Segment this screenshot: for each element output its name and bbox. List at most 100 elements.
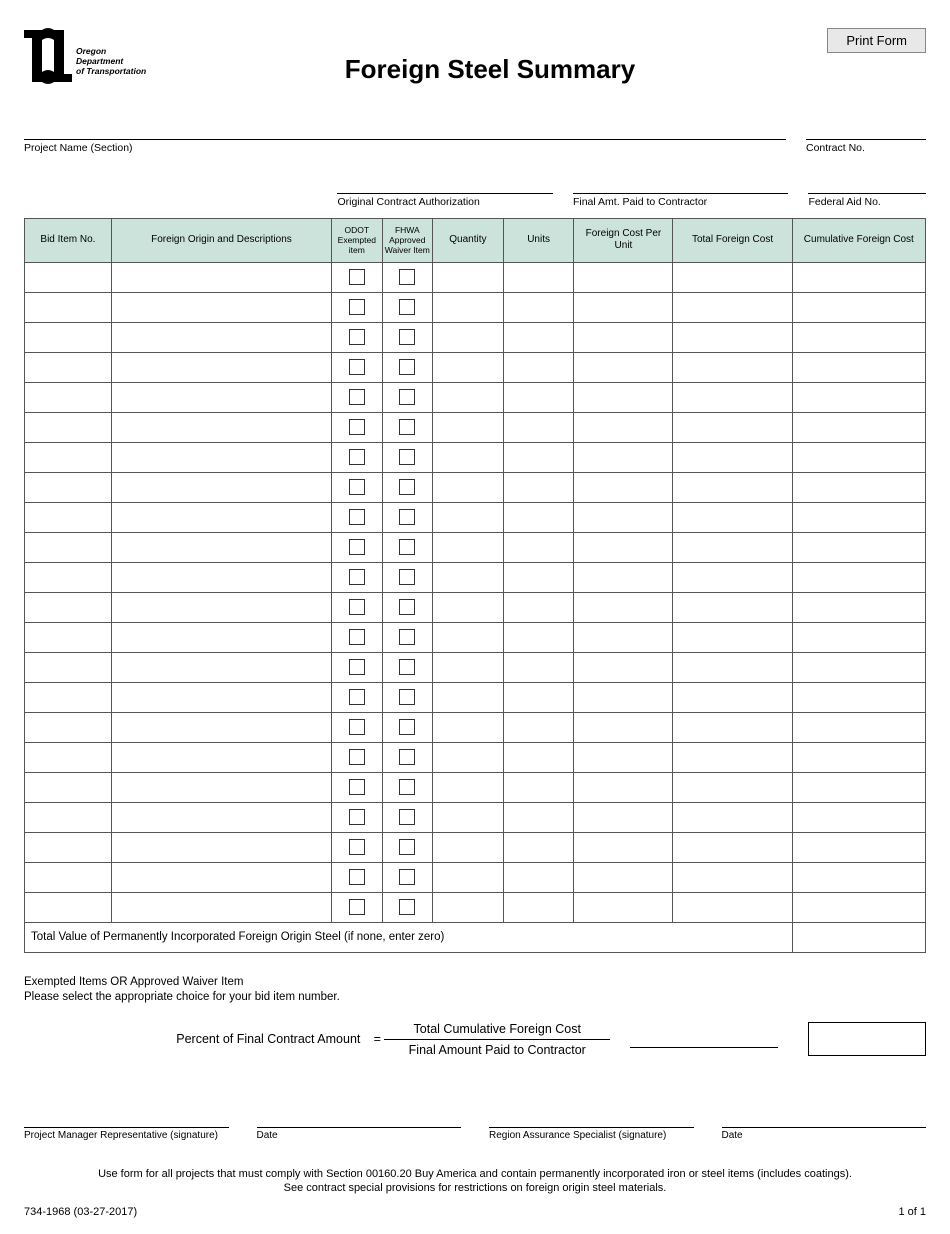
original-contract-auth-field[interactable]: Original Contract Authorization (337, 176, 553, 208)
cell-fhwa-checkbox[interactable] (382, 802, 433, 832)
cell-units[interactable] (503, 562, 574, 592)
cell-odot-checkbox[interactable] (332, 652, 383, 682)
cell-fhwa-checkbox[interactable] (382, 532, 433, 562)
cell-fhwa-checkbox[interactable] (382, 742, 433, 772)
cell-foreign-cost-per-unit[interactable] (574, 352, 673, 382)
cell-odot-checkbox[interactable] (332, 592, 383, 622)
cell-units[interactable] (503, 502, 574, 532)
cell-quantity[interactable] (433, 862, 504, 892)
cell-total-foreign-cost[interactable] (673, 892, 792, 922)
cell-total-foreign-cost[interactable] (673, 262, 792, 292)
ras-signature[interactable]: Region Assurance Specialist (signature) (489, 1127, 694, 1141)
cell-total-foreign-cost[interactable] (673, 292, 792, 322)
cell-foreign-cost-per-unit[interactable] (574, 892, 673, 922)
cell-fhwa-checkbox[interactable] (382, 262, 433, 292)
cell-bid-item[interactable] (25, 802, 112, 832)
cell-bid-item[interactable] (25, 742, 112, 772)
pm-signature[interactable]: Project Manager Representative (signatur… (24, 1127, 229, 1141)
cell-units[interactable] (503, 652, 574, 682)
cell-description[interactable] (111, 652, 331, 682)
cell-units[interactable] (503, 442, 574, 472)
cell-quantity[interactable] (433, 322, 504, 352)
cell-quantity[interactable] (433, 802, 504, 832)
checkbox-icon[interactable] (349, 779, 365, 795)
cell-bid-item[interactable] (25, 472, 112, 502)
checkbox-icon[interactable] (399, 419, 415, 435)
checkbox-icon[interactable] (399, 659, 415, 675)
cell-foreign-cost-per-unit[interactable] (574, 682, 673, 712)
checkbox-icon[interactable] (399, 509, 415, 525)
cell-quantity[interactable] (433, 442, 504, 472)
cell-total-foreign-cost[interactable] (673, 832, 792, 862)
cell-odot-checkbox[interactable] (332, 502, 383, 532)
cell-total-foreign-cost[interactable] (673, 352, 792, 382)
checkbox-icon[interactable] (399, 749, 415, 765)
checkbox-icon[interactable] (349, 719, 365, 735)
cell-description[interactable] (111, 322, 331, 352)
print-form-button[interactable]: Print Form (827, 28, 926, 53)
cell-units[interactable] (503, 352, 574, 382)
cell-odot-checkbox[interactable] (332, 292, 383, 322)
cell-total-foreign-cost[interactable] (673, 622, 792, 652)
checkbox-icon[interactable] (349, 839, 365, 855)
cell-cumulative-foreign-cost[interactable] (792, 262, 925, 292)
cell-units[interactable] (503, 742, 574, 772)
cell-bid-item[interactable] (25, 532, 112, 562)
checkbox-icon[interactable] (349, 809, 365, 825)
cell-description[interactable] (111, 802, 331, 832)
cell-units[interactable] (503, 892, 574, 922)
cell-foreign-cost-per-unit[interactable] (574, 382, 673, 412)
checkbox-icon[interactable] (349, 269, 365, 285)
cell-description[interactable] (111, 382, 331, 412)
cell-fhwa-checkbox[interactable] (382, 622, 433, 652)
cell-foreign-cost-per-unit[interactable] (574, 412, 673, 442)
cell-cumulative-foreign-cost[interactable] (792, 682, 925, 712)
cell-quantity[interactable] (433, 832, 504, 862)
cell-description[interactable] (111, 682, 331, 712)
checkbox-icon[interactable] (349, 569, 365, 585)
checkbox-icon[interactable] (349, 659, 365, 675)
cell-quantity[interactable] (433, 712, 504, 742)
cell-odot-checkbox[interactable] (332, 412, 383, 442)
cell-cumulative-foreign-cost[interactable] (792, 562, 925, 592)
cell-fhwa-checkbox[interactable] (382, 322, 433, 352)
cell-description[interactable] (111, 862, 331, 892)
checkbox-icon[interactable] (399, 299, 415, 315)
cell-foreign-cost-per-unit[interactable] (574, 292, 673, 322)
cell-bid-item[interactable] (25, 292, 112, 322)
checkbox-icon[interactable] (349, 299, 365, 315)
cell-foreign-cost-per-unit[interactable] (574, 262, 673, 292)
cell-quantity[interactable] (433, 502, 504, 532)
checkbox-icon[interactable] (349, 689, 365, 705)
cell-foreign-cost-per-unit[interactable] (574, 862, 673, 892)
cell-cumulative-foreign-cost[interactable] (792, 892, 925, 922)
cell-cumulative-foreign-cost[interactable] (792, 652, 925, 682)
cell-bid-item[interactable] (25, 442, 112, 472)
cell-description[interactable] (111, 712, 331, 742)
cell-total-foreign-cost[interactable] (673, 862, 792, 892)
cell-description[interactable] (111, 892, 331, 922)
cell-bid-item[interactable] (25, 862, 112, 892)
cell-bid-item[interactable] (25, 382, 112, 412)
cell-cumulative-foreign-cost[interactable] (792, 832, 925, 862)
cell-bid-item[interactable] (25, 412, 112, 442)
cell-quantity[interactable] (433, 622, 504, 652)
cell-fhwa-checkbox[interactable] (382, 352, 433, 382)
cell-total-foreign-cost[interactable] (673, 502, 792, 532)
cell-fhwa-checkbox[interactable] (382, 892, 433, 922)
cell-odot-checkbox[interactable] (332, 532, 383, 562)
cell-units[interactable] (503, 862, 574, 892)
cell-odot-checkbox[interactable] (332, 862, 383, 892)
cell-total-foreign-cost[interactable] (673, 712, 792, 742)
cell-foreign-cost-per-unit[interactable] (574, 832, 673, 862)
checkbox-icon[interactable] (349, 359, 365, 375)
cell-units[interactable] (503, 412, 574, 442)
cell-fhwa-checkbox[interactable] (382, 562, 433, 592)
cell-description[interactable] (111, 562, 331, 592)
ras-date[interactable]: Date (722, 1127, 927, 1141)
cell-odot-checkbox[interactable] (332, 742, 383, 772)
cell-fhwa-checkbox[interactable] (382, 472, 433, 502)
cell-bid-item[interactable] (25, 262, 112, 292)
cell-quantity[interactable] (433, 382, 504, 412)
cell-units[interactable] (503, 592, 574, 622)
